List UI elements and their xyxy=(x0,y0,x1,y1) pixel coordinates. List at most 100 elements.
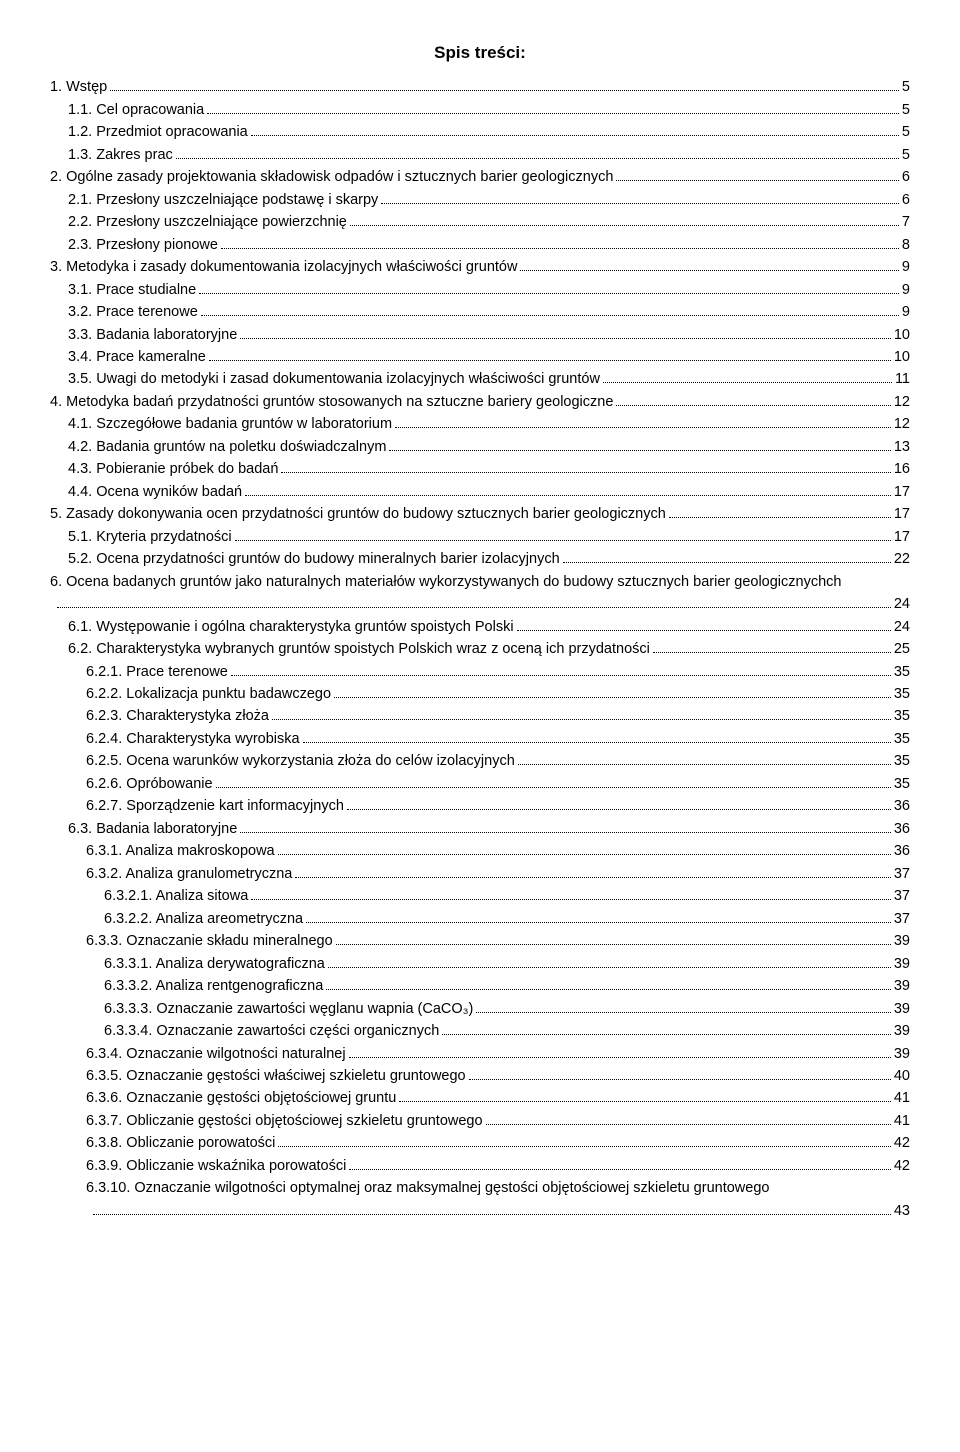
toc-entry-label: 6.3.8. Obliczanie porowatości xyxy=(86,1132,275,1154)
dot-leader xyxy=(603,369,892,383)
toc-entry[interactable]: 6.3.2.2. Analiza areometryczna37 xyxy=(104,908,910,930)
toc-entry-label: 3.5. Uwagi do metodyki i zasad dokumento… xyxy=(68,368,600,390)
toc-entry[interactable]: 2.3. Przesłony pionowe8 xyxy=(68,234,910,256)
toc-entry[interactable]: 3.2. Prace terenowe 9 xyxy=(68,301,910,323)
toc-entry-label: 3.2. Prace terenowe xyxy=(68,301,198,323)
dot-leader xyxy=(476,999,890,1013)
toc-entry[interactable]: 3.5. Uwagi do metodyki i zasad dokumento… xyxy=(68,368,910,390)
toc-entry-page: 12 xyxy=(894,413,910,435)
toc-entry[interactable]: 6.3.3.4. Oznaczanie zawartości części or… xyxy=(104,1020,910,1042)
toc-entry[interactable]: 5. Zasady dokonywania ocen przydatności … xyxy=(50,503,910,525)
toc-entry-page: 36 xyxy=(894,840,910,862)
toc-entry[interactable]: 4.4. Ocena wyników badań17 xyxy=(68,481,910,503)
toc-entry[interactable]: 6.3.2. Analiza granulometryczna 37 xyxy=(86,863,910,885)
toc-entry-page: 41 xyxy=(894,1110,910,1132)
dot-leader xyxy=(350,212,899,226)
toc-entry-page: 6 xyxy=(902,166,910,188)
toc-entry-label: 2.2. Przesłony uszczelniające powierzchn… xyxy=(68,211,347,233)
toc-entry[interactable]: 4.2. Badania gruntów na poletku doświadc… xyxy=(68,436,910,458)
toc-entry-page: 16 xyxy=(894,458,910,480)
toc-entry[interactable]: 6.2.5. Ocena warunków wykorzystania złoż… xyxy=(86,750,910,772)
toc-entry[interactable]: 6.2.3. Charakterystyka złoża35 xyxy=(86,705,910,727)
toc-entry-label: 6.3.7. Obliczanie gęstości objętościowej… xyxy=(86,1110,483,1132)
toc-entry-label: 6.2.4. Charakterystyka wyrobiska xyxy=(86,728,300,750)
toc-entry[interactable]: 1. Wstęp5 xyxy=(50,76,910,98)
toc-entry[interactable]: 2. Ogólne zasady projektowania składowis… xyxy=(50,166,910,188)
dot-leader xyxy=(616,167,899,181)
toc-entry-label: 3.1. Prace studialne xyxy=(68,279,196,301)
toc-entry[interactable]: 6.3.5. Oznaczanie gęstości właściwej szk… xyxy=(86,1065,910,1087)
toc-entry[interactable]: 2.1. Przesłony uszczelniające podstawę i… xyxy=(68,189,910,211)
toc-entry[interactable]: 6.3. Badania laboratoryjne36 xyxy=(68,818,910,840)
toc-entry-label: 2. Ogólne zasady projektowania składowis… xyxy=(50,166,613,188)
toc-entry[interactable]: 6.3.3.1. Analiza derywatograficzna39 xyxy=(104,953,910,975)
toc-entry-page: 5 xyxy=(902,99,910,121)
toc-entry-label: 3.3. Badania laboratoryjne xyxy=(68,324,237,346)
dot-leader xyxy=(563,549,891,563)
toc-entry-page: 40 xyxy=(894,1065,910,1087)
toc-entry[interactable]: 6.3.4. Oznaczanie wilgotności naturalnej… xyxy=(86,1043,910,1065)
toc-entry[interactable]: 3.1. Prace studialne9 xyxy=(68,279,910,301)
toc-entry[interactable]: 6.3.8. Obliczanie porowatości42 xyxy=(86,1132,910,1154)
toc-entry-page: 24 xyxy=(894,593,910,615)
toc-entry-label: 4.3. Pobieranie próbek do badań xyxy=(68,458,278,480)
toc-entry[interactable]: 1.1. Cel opracowania 5 xyxy=(68,99,910,121)
toc-entry-label: 6.3.2.1. Analiza sitowa xyxy=(104,885,248,907)
toc-entry-page: 17 xyxy=(894,526,910,548)
toc-entry-page: 39 xyxy=(894,975,910,997)
toc-entry[interactable]: 4.3. Pobieranie próbek do badań 16 xyxy=(68,458,910,480)
toc-entry-label: 6.3.2. Analiza granulometryczna xyxy=(86,863,292,885)
toc-entry-label: 5.1. Kryteria przydatności xyxy=(68,526,232,548)
toc-entry-page: 37 xyxy=(894,863,910,885)
dot-leader xyxy=(176,145,899,159)
toc-entry[interactable]: 5.2. Ocena przydatności gruntów do budow… xyxy=(68,548,910,570)
toc-entry[interactable]: 5.1. Kryteria przydatności 17 xyxy=(68,526,910,548)
toc-entry[interactable]: 6.3.10. Oznaczanie wilgotności optymalne… xyxy=(86,1177,910,1222)
toc-entry[interactable]: 6.2.4. Charakterystyka wyrobiska35 xyxy=(86,728,910,750)
toc-entry[interactable]: 6.3.3.3. Oznaczanie zawartości węglanu w… xyxy=(104,998,910,1020)
toc-entry[interactable]: 6.2.6. Opróbowanie35 xyxy=(86,773,910,795)
toc-entry[interactable]: 2.2. Przesłony uszczelniające powierzchn… xyxy=(68,211,910,233)
toc-entry[interactable]: 6.3.3. Oznaczanie składu mineralnego39 xyxy=(86,930,910,952)
toc-entry[interactable]: 3.3. Badania laboratoryjne10 xyxy=(68,324,910,346)
toc-entry-page: 9 xyxy=(902,301,910,323)
toc-entry-label: 6.2.5. Ocena warunków wykorzystania złoż… xyxy=(86,750,515,772)
toc-entry[interactable]: 3.4. Prace kameralne10 xyxy=(68,346,910,368)
dot-leader xyxy=(216,774,891,788)
toc-entry[interactable]: 6.3.9. Obliczanie wskaźnika porowatości4… xyxy=(86,1155,910,1177)
toc-entry-label: 1.1. Cel opracowania xyxy=(68,99,204,121)
toc-entry-label: 6.3.3.2. Analiza rentgenograficzna xyxy=(104,975,323,997)
toc-entry[interactable]: 6. Ocena badanych gruntów jako naturalny… xyxy=(50,571,910,616)
toc-entry-label: 6.2. Charakterystyka wybranych gruntów s… xyxy=(68,638,650,660)
dot-leader xyxy=(221,235,899,249)
toc-entry[interactable]: 6.3.2.1. Analiza sitowa37 xyxy=(104,885,910,907)
toc-entry[interactable]: 6.2.2. Lokalizacja punktu badawczego35 xyxy=(86,683,910,705)
toc-entry[interactable]: 4.1. Szczegółowe badania gruntów w labor… xyxy=(68,413,910,435)
toc-entry[interactable]: 4. Metodyka badań przydatności gruntów s… xyxy=(50,391,910,413)
toc-entry-label: 4.2. Badania gruntów na poletku doświadc… xyxy=(68,436,386,458)
toc-entry-label: 4.1. Szczegółowe badania gruntów w labor… xyxy=(68,413,392,435)
toc-entry[interactable]: 6.2. Charakterystyka wybranych gruntów s… xyxy=(68,638,910,660)
toc-entry[interactable]: 6.2.1. Prace terenowe35 xyxy=(86,661,910,683)
toc-entry[interactable]: 6.3.7. Obliczanie gęstości objętościowej… xyxy=(86,1110,910,1132)
toc-entry-page: 39 xyxy=(894,953,910,975)
toc-entry-page: 5 xyxy=(902,121,910,143)
toc-entry[interactable]: 6.1. Występowanie i ogólna charakterysty… xyxy=(68,616,910,638)
toc-entry-continuation xyxy=(86,1200,90,1222)
toc-entry-continuation xyxy=(50,593,54,615)
toc-entry[interactable]: 6.3.1. Analiza makroskopowa36 xyxy=(86,840,910,862)
toc-entry-label: 6.2.6. Opróbowanie xyxy=(86,773,213,795)
toc-entry[interactable]: 6.3.3.2. Analiza rentgenograficzna 39 xyxy=(104,975,910,997)
toc-entry-page: 43 xyxy=(894,1200,910,1222)
toc-entry-page: 10 xyxy=(894,346,910,368)
toc-entry[interactable]: 1.3. Zakres prac5 xyxy=(68,144,910,166)
toc-entry-page: 17 xyxy=(894,481,910,503)
dot-leader xyxy=(347,796,891,810)
toc-entry[interactable]: 6.2.7. Sporządzenie kart informacyjnych3… xyxy=(86,795,910,817)
toc-entry[interactable]: 3. Metodyka i zasady dokumentowania izol… xyxy=(50,256,910,278)
toc-entry-label: 6.2.3. Charakterystyka złoża xyxy=(86,705,269,727)
toc-entry-page: 13 xyxy=(894,436,910,458)
dot-leader xyxy=(201,302,899,316)
toc-entry[interactable]: 6.3.6. Oznaczanie gęstości objętościowej… xyxy=(86,1087,910,1109)
toc-entry[interactable]: 1.2. Przedmiot opracowania5 xyxy=(68,121,910,143)
